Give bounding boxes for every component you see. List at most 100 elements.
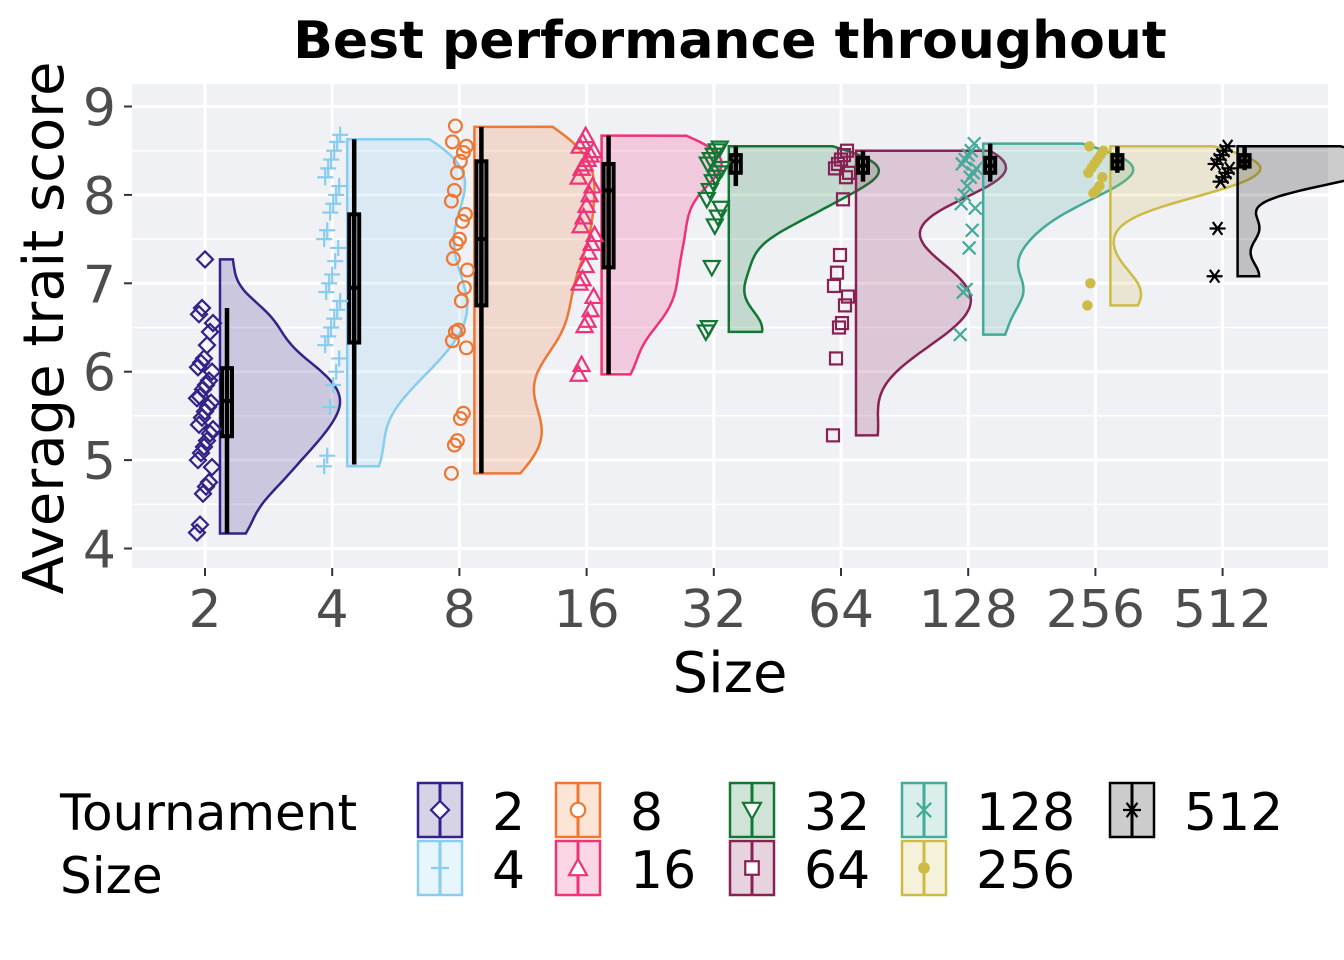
data-point-16 — [579, 184, 600, 203]
x-axis-title: Size — [673, 641, 788, 706]
legend-marker — [569, 801, 587, 819]
box-body-32 — [728, 153, 743, 175]
data-point-64 — [834, 315, 850, 331]
data-point-4 — [329, 133, 346, 150]
legend-label-4: 4 — [492, 841, 525, 901]
data-point-64 — [835, 192, 851, 207]
data-point-128 — [967, 136, 982, 151]
data-point-2 — [196, 375, 216, 395]
legend-key-32 — [728, 781, 776, 839]
data-point-128 — [965, 223, 980, 238]
data-point-2 — [191, 353, 211, 373]
data-point-16 — [575, 125, 596, 144]
data-point-128 — [969, 161, 984, 176]
data-point-32 — [710, 200, 731, 219]
data-point-64 — [826, 278, 842, 294]
legend-label-128: 128 — [976, 783, 1075, 843]
data-point-8 — [456, 280, 472, 296]
data-point-128 — [953, 327, 968, 342]
x-tick-label: 4 — [316, 580, 349, 640]
density-cloud-2 — [218, 258, 342, 535]
legend-marker — [431, 859, 449, 877]
data-point-4 — [320, 160, 337, 177]
data-point-512 — [1206, 269, 1223, 284]
legend-marker — [567, 856, 589, 877]
data-point-64 — [832, 247, 848, 263]
y-tick-label: 4 — [83, 521, 116, 581]
data-point-16 — [571, 354, 592, 373]
data-point-8 — [459, 262, 475, 278]
legend-label-32: 32 — [804, 783, 870, 843]
data-point-4 — [323, 319, 340, 336]
data-point-256 — [1082, 300, 1093, 311]
data-point-4 — [322, 204, 339, 221]
legend-key-512 — [1108, 781, 1156, 839]
legend-title-line-1: Tournament — [59, 784, 357, 842]
y-tick-label: 7 — [83, 255, 116, 315]
box-body-8 — [474, 159, 489, 308]
legend-label-512: 512 — [1184, 783, 1283, 843]
data-point-4 — [322, 399, 339, 416]
legend-marker — [741, 801, 763, 822]
data-point-4 — [326, 310, 343, 327]
data-point-8 — [451, 231, 467, 247]
data-point-256 — [1084, 141, 1095, 152]
data-point-4 — [325, 376, 342, 393]
data-point-64 — [838, 170, 854, 185]
data-point-512 — [1221, 161, 1238, 176]
legend-label-256: 256 — [976, 841, 1075, 901]
data-point-8 — [444, 134, 460, 150]
legend-marker — [744, 860, 760, 876]
data-point-256 — [1098, 145, 1109, 156]
data-point-4 — [316, 458, 333, 475]
x-tick-label: 32 — [681, 580, 747, 640]
data-point-2 — [189, 304, 209, 324]
data-point-8 — [458, 340, 474, 356]
data-point-16 — [573, 206, 594, 225]
data-point-2 — [202, 457, 222, 477]
data-point-32 — [701, 259, 722, 278]
data-point-4 — [328, 363, 345, 380]
data-point-16 — [572, 268, 593, 287]
data-point-2 — [198, 397, 218, 417]
data-point-32 — [709, 140, 730, 159]
box-body-16 — [601, 161, 616, 270]
data-point-4 — [319, 222, 336, 239]
density-cloud-512 — [1236, 145, 1344, 278]
data-point-128 — [962, 240, 977, 256]
data-point-8 — [447, 118, 463, 134]
legend-marker — [1123, 802, 1141, 818]
y-tick-label: 6 — [83, 344, 116, 404]
data-point-64 — [831, 320, 847, 335]
x-tick-label: 64 — [808, 580, 874, 640]
data-point-2 — [196, 477, 216, 497]
data-point-8 — [450, 322, 466, 338]
data-point-4 — [323, 151, 340, 168]
data-point-2 — [191, 443, 211, 463]
data-point-64 — [841, 165, 857, 180]
data-point-8 — [449, 433, 465, 449]
data-point-4 — [321, 275, 338, 292]
data-point-2 — [203, 313, 223, 333]
data-point-16 — [583, 286, 604, 305]
legend-label-16: 16 — [630, 841, 696, 901]
data-point-4 — [316, 231, 333, 248]
x-tick-label: 512 — [1173, 580, 1272, 640]
y-tick-label: 8 — [83, 167, 116, 227]
legend-key-128 — [900, 781, 948, 839]
data-point-64 — [828, 351, 844, 366]
data-point-2 — [199, 472, 219, 492]
data-point-8 — [454, 213, 470, 229]
data-point-32 — [706, 143, 727, 161]
data-point-64 — [839, 143, 855, 158]
data-point-8 — [443, 193, 459, 209]
data-point-8 — [452, 153, 468, 169]
data-point-8 — [445, 251, 461, 267]
data-point-2 — [202, 362, 222, 382]
data-point-16 — [578, 242, 599, 260]
data-point-2 — [203, 419, 223, 439]
box-body-4 — [347, 212, 362, 345]
data-point-256 — [1094, 180, 1105, 192]
